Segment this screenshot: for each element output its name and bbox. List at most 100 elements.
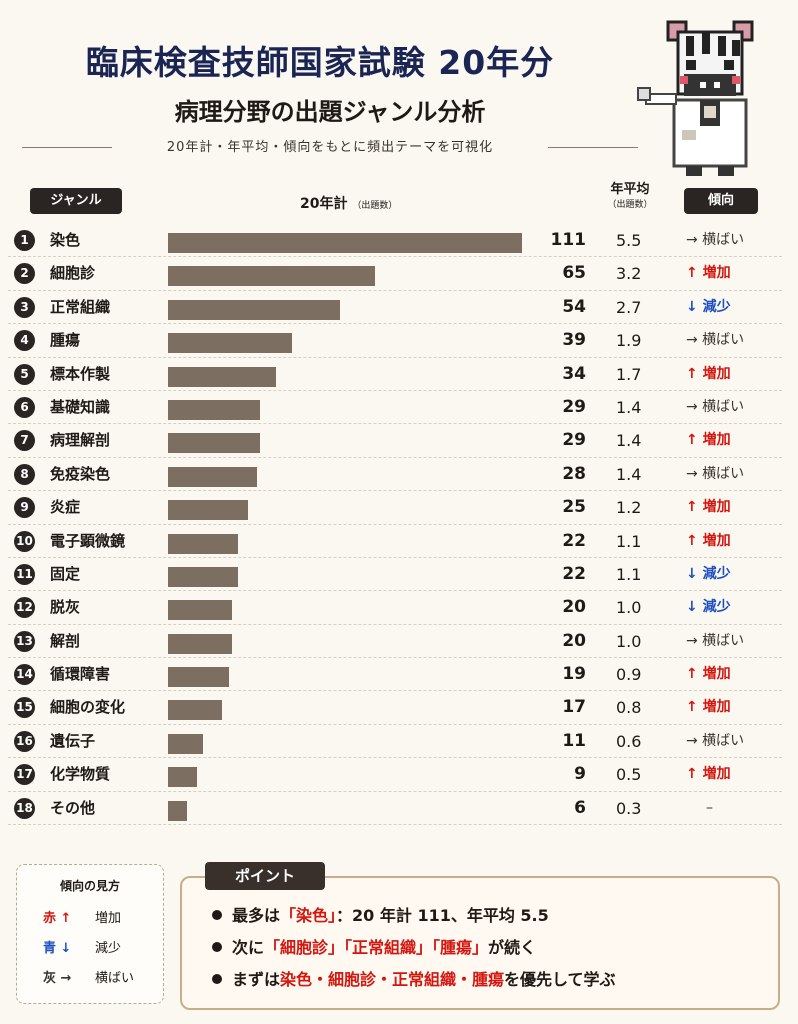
trend-value: ↑ 増加 [686,532,731,549]
trend-value: → 横ばい [686,732,745,749]
total-bar [168,433,261,454]
total-bar [168,667,229,688]
point-text: が続く [488,938,537,957]
tagline-row: 20年計・年平均・傾向をもとに頻出テーマを可視化 [22,136,638,158]
avg-column-unit: （出題数） [607,200,653,210]
total-value: 28 [562,463,586,484]
trend-legend: 傾向の見方 赤 ↑ 増加 青 ↓ 減少 灰 → 横ばい [16,864,164,1004]
total-column-label: 20年計 [300,196,348,212]
avg-value: 5.5 [616,231,642,250]
point-line: 最多は「染色」：20 年計 111、年平均 5.5 [212,902,549,926]
point-text: ：20 年計 111、年平均 5.5 [336,906,549,925]
point-highlight: 「細胞診」「正常組織」「腫瘍」 [264,938,489,957]
rank-badge: 6 [14,396,35,418]
table-row: 7 病理解剖 29 1.4 ↑ 増加 [8,424,782,458]
tagline: 20年計・年平均・傾向をもとに頻出テーマを可視化 [166,140,494,155]
genre-label: 基礎知識 [50,397,111,416]
table-row: 15 細胞の変化 17 0.8 ↑ 増加 [8,691,782,725]
genre-table: 1 染色 111 5.5 → 横ばい 2 細胞診 65 3.2 ↑ 増加 3 正常組織 54 2.7 ↓ 減… [8,224,782,826]
trend-column-header: 傾向 [684,188,758,214]
total-value: 54 [562,296,586,317]
trend-value: ↑ 増加 [686,766,731,783]
total-value: 22 [562,563,586,584]
total-value: 9 [574,764,586,785]
total-value: 111 [550,230,587,250]
bullet-icon [212,974,222,984]
rank-badge: 13 [14,630,35,652]
table-row: 3 正常組織 54 2.7 ↓ 減少 [8,291,782,325]
total-column-header: 20年計 （出題数） [300,193,397,213]
genre-label: 電子顕微鏡 [50,531,126,550]
total-bar [168,233,522,253]
rank-badge: 11 [14,563,35,585]
rank-badge: 18 [14,797,35,819]
rank-badge: 7 [14,430,35,452]
legend-item-up: 赤 ↑ 増加 [43,907,121,926]
total-bar [168,500,248,521]
avg-value: 1.4 [616,397,642,417]
total-bar [168,299,341,320]
point-text: 次に [232,938,265,957]
total-value: 20 [562,597,586,618]
avg-value: 1.0 [616,631,642,651]
table-row: 18 その他 6 0.3 – [8,792,782,826]
avg-value: 2.7 [616,297,642,317]
total-bar [168,566,239,587]
bullet-icon [212,910,222,920]
total-column-unit: （出題数） [352,201,398,211]
total-value: 20 [562,630,586,651]
total-bar [168,366,277,387]
legend-label-flat: 横ばい [95,971,135,986]
genre-label: 腫瘍 [50,331,81,350]
total-bar [168,767,197,788]
points-tag: ポイント [205,862,325,890]
table-row: 17 化学物質 9 0.5 ↑ 増加 [8,758,782,792]
table-row: 13 解剖 20 1.0 → 横ばい [8,625,782,659]
table-row: 10 電子顕微鏡 22 1.1 ↑ 増加 [8,525,782,558]
legend-item-flat: 灰 → 横ばい [43,967,134,986]
table-row: 14 循環障害 19 0.9 ↑ 増加 [8,658,782,692]
legend-symbol-up: 赤 ↑ [43,911,72,926]
rank-badge: 10 [14,530,35,552]
total-bar [168,333,293,354]
total-value: 17 [562,697,586,718]
trend-value: → 横ばい [686,632,745,649]
total-value: 6 [574,797,586,818]
avg-column-label: 年平均 [610,182,650,197]
trend-value: ↑ 増加 [686,365,731,382]
avg-value: 0.9 [616,665,642,685]
genre-label: 循環障害 [50,665,111,684]
table-row: 12 脱灰 20 1.0 ↓ 減少 [8,591,782,625]
trend-value: ↑ 増加 [686,499,731,516]
avg-value: 0.5 [616,765,642,785]
rank-badge: 5 [14,363,35,385]
avg-column-header: 年平均 （出題数） [600,178,660,210]
rank-badge: 14 [14,664,35,686]
avg-value: 1.9 [616,331,642,351]
avg-value: 1.1 [616,531,642,551]
total-bar [168,733,204,754]
rank-badge: 16 [14,730,35,752]
avg-value: 0.8 [616,698,642,718]
genre-label: 細胞の変化 [50,698,126,717]
trend-value: ↑ 増加 [686,432,731,449]
table-row: 4 腫瘍 39 1.9 → 横ばい [8,324,782,358]
table-row: 6 基礎知識 29 1.4 → 横ばい [8,391,782,425]
rank-badge: 15 [14,697,35,719]
total-bar [168,466,258,487]
total-bar [168,633,232,654]
genre-column-header: ジャンル [30,188,122,214]
rank-badge: 3 [14,296,35,318]
total-value: 29 [562,430,586,451]
rank-badge: 2 [14,263,35,285]
trend-value: → 横ばい [686,398,745,415]
avg-value: 0.3 [616,798,642,818]
table-row: 8 免疫染色 28 1.4 → 横ばい [8,458,782,492]
table-row: 1 染色 111 5.5 → 横ばい [8,224,782,258]
legend-label-down: 減少 [95,941,122,956]
total-bar [168,399,261,420]
zebra-mascot-icon [637,20,754,176]
avg-value: 1.1 [616,564,642,584]
trend-value: → 横ばい [686,465,745,482]
total-value: 22 [562,530,586,551]
